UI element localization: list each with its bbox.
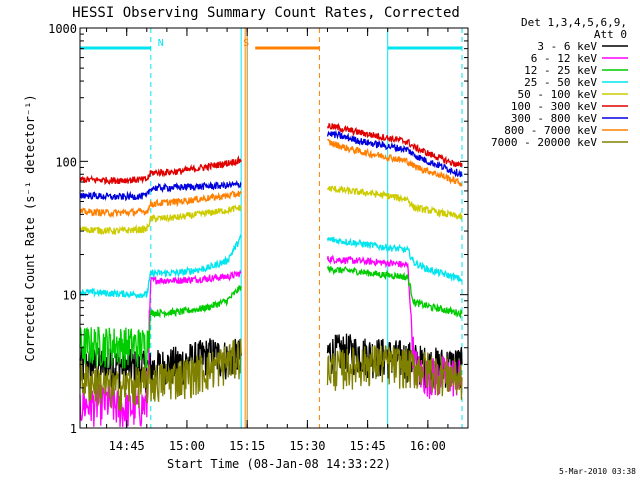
legend-label: 3 - 6 keV — [537, 40, 597, 53]
timestamp-label: 5-Mar-2010 03:38 — [559, 467, 636, 476]
flag-label-S: S — [243, 38, 249, 49]
x-axis-label: Start Time (08-Jan-08 14:33:22) — [167, 457, 391, 471]
series-line-3-0 — [79, 233, 242, 300]
x-tick-label: 15:30 — [289, 439, 325, 453]
legend-label: 50 - 100 keV — [518, 88, 598, 101]
series-line-8-1 — [326, 345, 463, 400]
chart-title: HESSI Observing Summary Count Rates, Cor… — [72, 5, 460, 21]
y-axis-label: Corrected Count Rate (s⁻¹ detector⁻¹) — [23, 94, 37, 361]
x-tick-label: 15:15 — [229, 439, 265, 453]
x-tick-label: 16:00 — [410, 439, 446, 453]
series-line-7-0 — [79, 190, 242, 219]
series-line-1-0 — [79, 269, 242, 427]
legend-label: 300 - 800 keV — [511, 112, 597, 125]
series-line-4-1 — [326, 185, 463, 220]
series-line-4-0 — [79, 204, 242, 236]
series-line-8-0 — [79, 338, 242, 412]
y-tick-label: 1 — [70, 422, 77, 436]
x-tick-label: 15:00 — [169, 439, 205, 453]
legend-label: 800 - 7000 keV — [504, 124, 597, 137]
legend-label: 25 - 50 keV — [524, 76, 597, 89]
legend-label: 100 - 300 keV — [511, 100, 597, 113]
series-line-6-1 — [326, 129, 463, 178]
legend-header-line: Det 1,3,4,5,6,9, — [521, 16, 627, 29]
series-line-3-1 — [326, 236, 463, 283]
series-line-5-0 — [79, 155, 242, 186]
legend-label: 7000 - 20000 keV — [491, 136, 597, 149]
series-line-2-0 — [79, 285, 242, 369]
axes: 1 10 100 1000 14:45 15:00 15:15 15:30 15:45 16:00 — [48, 22, 469, 453]
flag-label-N: N — [158, 38, 164, 49]
legend-header-line: Att 0 — [594, 28, 627, 41]
series-line-2-1 — [326, 264, 463, 319]
series-line-7-1 — [327, 138, 463, 187]
series-line-5-1 — [326, 122, 463, 168]
x-tick-label: 14:45 — [109, 439, 145, 453]
plot-frame — [79, 27, 469, 429]
y-tick-label: 100 — [55, 155, 77, 169]
legend-label: 6 - 12 keV — [531, 52, 598, 65]
y-tick-label: 10 — [63, 289, 77, 303]
y-tick-label: 1000 — [48, 22, 77, 36]
x-tick-label: 15:45 — [350, 439, 386, 453]
legend-label: 12 - 25 keV — [524, 64, 597, 77]
series-line-6-0 — [79, 179, 242, 202]
